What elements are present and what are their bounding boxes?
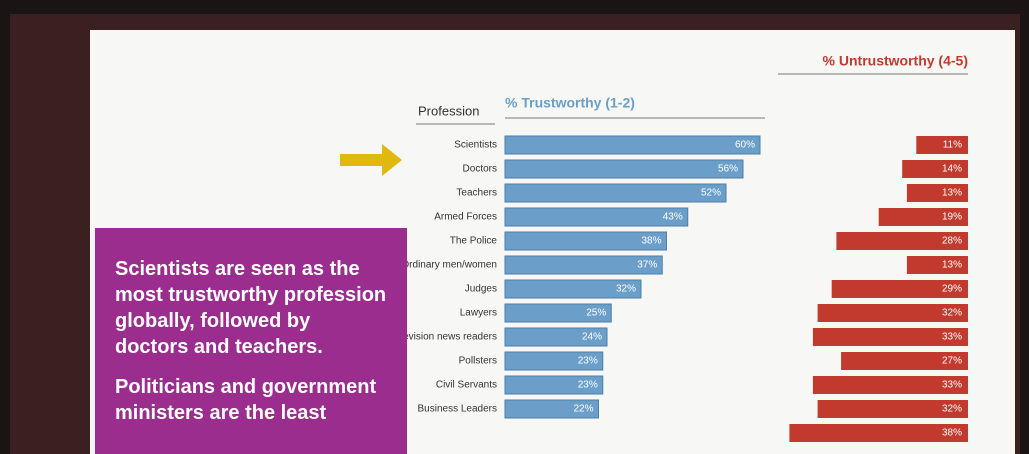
category-label: The Police xyxy=(450,236,498,247)
value-label: 32% xyxy=(942,404,962,415)
category-header: Profession xyxy=(418,103,479,118)
value-label: 25% xyxy=(586,308,606,319)
value-label: 23% xyxy=(578,356,598,367)
value-label: 19% xyxy=(942,212,962,223)
value-label: 52% xyxy=(701,188,721,199)
value-label: 32% xyxy=(616,284,636,295)
value-label: 29% xyxy=(942,284,962,295)
value-label: 22% xyxy=(573,404,593,415)
page: Profession % Trustworthy (1-2) % Untrustw… xyxy=(0,0,1029,454)
value-label: 37% xyxy=(637,260,657,271)
category-label: Scientists xyxy=(454,140,497,151)
value-label: 14% xyxy=(942,164,962,175)
value-label: 13% xyxy=(942,188,962,199)
value-label: 43% xyxy=(663,212,683,223)
value-label: 33% xyxy=(942,380,962,391)
category-label: Civil Servants xyxy=(436,380,497,391)
value-label: 23% xyxy=(578,380,598,391)
callout: Scientists are seen as the most trustwor… xyxy=(95,228,407,454)
value-label: 13% xyxy=(942,260,962,271)
value-label: 38% xyxy=(641,236,661,247)
value-label: 38% xyxy=(942,428,962,439)
category-label: Teachers xyxy=(456,188,497,199)
callout-text: Scientists are seen as the most trustwor… xyxy=(115,256,389,360)
category-label: Doctors xyxy=(463,164,497,175)
value-label: 24% xyxy=(582,332,602,343)
bar xyxy=(505,136,760,154)
callout-text: Politicians and government ministers are… xyxy=(115,374,389,426)
value-label: 28% xyxy=(942,236,962,247)
bar xyxy=(505,208,688,226)
bar xyxy=(505,184,726,202)
category-label: Lawyers xyxy=(460,308,497,319)
series-header: % Untrustworthy (4-5) xyxy=(823,53,968,69)
value-label: 27% xyxy=(942,356,962,367)
value-label: 56% xyxy=(718,164,738,175)
value-label: 33% xyxy=(942,332,962,343)
category-label: Business Leaders xyxy=(418,404,498,415)
category-label: Pollsters xyxy=(459,356,497,367)
bar xyxy=(505,160,743,178)
value-label: 11% xyxy=(943,140,962,151)
series-header: % Trustworthy (1-2) xyxy=(505,95,635,111)
value-label: 60% xyxy=(735,140,755,151)
category-label: Judges xyxy=(465,284,497,295)
value-label: 32% xyxy=(942,308,962,319)
category-label: Ordinary men/women xyxy=(401,260,497,271)
category-label: Armed Forces xyxy=(434,212,497,223)
